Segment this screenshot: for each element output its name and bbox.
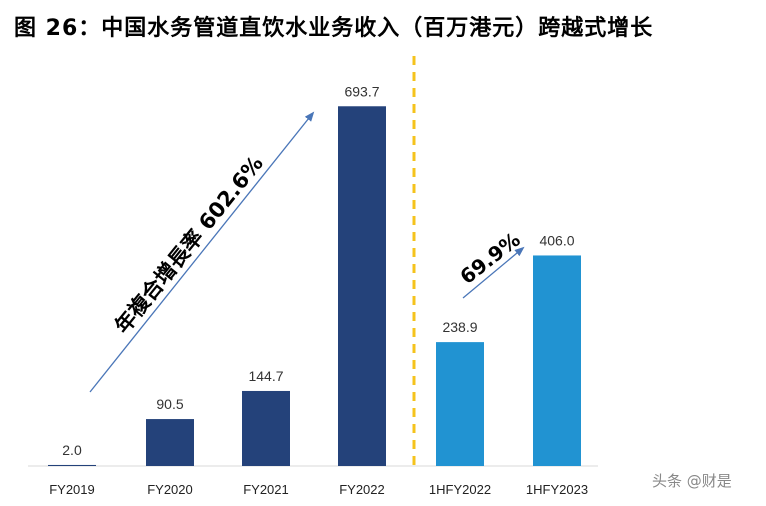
bar-fy2019	[48, 464, 96, 466]
data-label: 238.9	[442, 319, 477, 335]
data-label: 693.7	[344, 83, 379, 99]
x-tick-label: FY2021	[243, 482, 289, 497]
x-tick-label: FY2020	[147, 482, 193, 497]
bar-1hfy2023	[533, 255, 581, 466]
x-tick-label: FY2022	[339, 482, 385, 497]
growth-label-half-year: 69.9%	[455, 227, 524, 289]
data-label: 144.7	[248, 368, 283, 384]
watermark-text: 头条 @财是	[652, 472, 732, 490]
growth-arrow-annual	[89, 111, 315, 393]
growth-label-annual: 年複合增長率 602.6%	[110, 151, 268, 338]
x-tick-label: 1HFY2022	[429, 482, 491, 497]
x-tick-label: FY2019	[49, 482, 95, 497]
data-label: 406.0	[539, 232, 574, 248]
x-tick-label: 1HFY2023	[526, 482, 588, 497]
growth-arrow-half-year	[462, 246, 525, 299]
bar-1hfy2022	[436, 342, 484, 466]
chart-title: 图 26：中国水务管道直饮水业务收入（百万港元）跨越式增长	[14, 16, 654, 41]
bar-fy2022	[338, 106, 386, 466]
bar-fy2021	[242, 390, 290, 466]
bar-fy2020	[146, 419, 194, 466]
data-label: 90.5	[156, 396, 183, 412]
data-label: 2.0	[62, 442, 82, 458]
